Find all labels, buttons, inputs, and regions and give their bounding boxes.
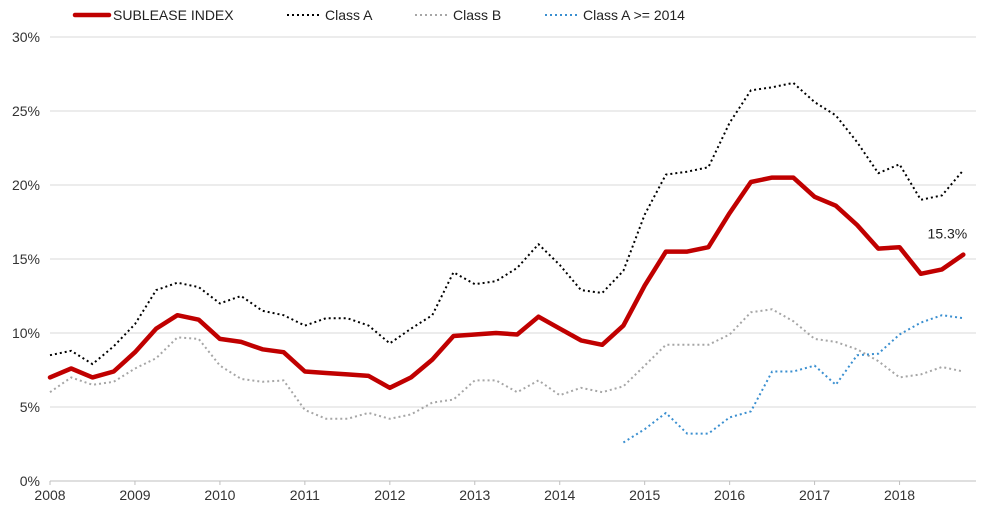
legend-label-class-b: Class B	[453, 7, 501, 23]
gridlines	[50, 36, 976, 408]
y-tick-label: 30%	[12, 29, 40, 45]
series-line-class-a-2014	[622, 314, 964, 444]
x-tick-label: 2018	[884, 487, 915, 503]
y-tick-label: 5%	[20, 399, 40, 415]
x-tick-label: 2015	[629, 487, 660, 503]
y-tick-label: 10%	[12, 325, 40, 341]
legend-label-sublease-index: SUBLEASE INDEX	[113, 7, 234, 23]
x-tick-label: 2012	[374, 487, 405, 503]
annotations: 15.3%	[928, 226, 968, 242]
x-tick-label: 2008	[34, 487, 65, 503]
series-line-class-a	[49, 81, 965, 366]
x-tick-label: 2013	[459, 487, 490, 503]
x-tick-label: 2010	[204, 487, 235, 503]
series-line-class-b	[49, 308, 964, 420]
y-tick-label: 20%	[12, 177, 40, 193]
y-axis-tick-labels: 0% 5% 10% 15% 20% 25% 30%	[12, 29, 40, 489]
legend: SUBLEASE INDEX Class A Class B Class A >= 2…	[72, 7, 685, 23]
x-tick-label: 2017	[799, 487, 830, 503]
legend-label-class-a-2014: Class A >= 2014	[583, 7, 685, 23]
x-tick-label: 2014	[544, 487, 575, 503]
y-tick-label: 25%	[12, 103, 40, 119]
y-tick-label: 0%	[20, 473, 40, 489]
x-tick-label: 2011	[290, 487, 320, 503]
data-label: 15.3%	[928, 226, 968, 242]
series-line-sublease-index	[47, 175, 966, 391]
x-axis-tick-labels: 2008 2009 2010 2011 2012 2013 2014 2015 2016 2017…	[34, 481, 915, 503]
legend-label-class-a: Class A	[325, 7, 373, 23]
series-lines	[47, 81, 966, 444]
x-tick-label: 2016	[714, 487, 745, 503]
x-tick-label: 2009	[119, 487, 150, 503]
y-tick-label: 15%	[12, 251, 40, 267]
